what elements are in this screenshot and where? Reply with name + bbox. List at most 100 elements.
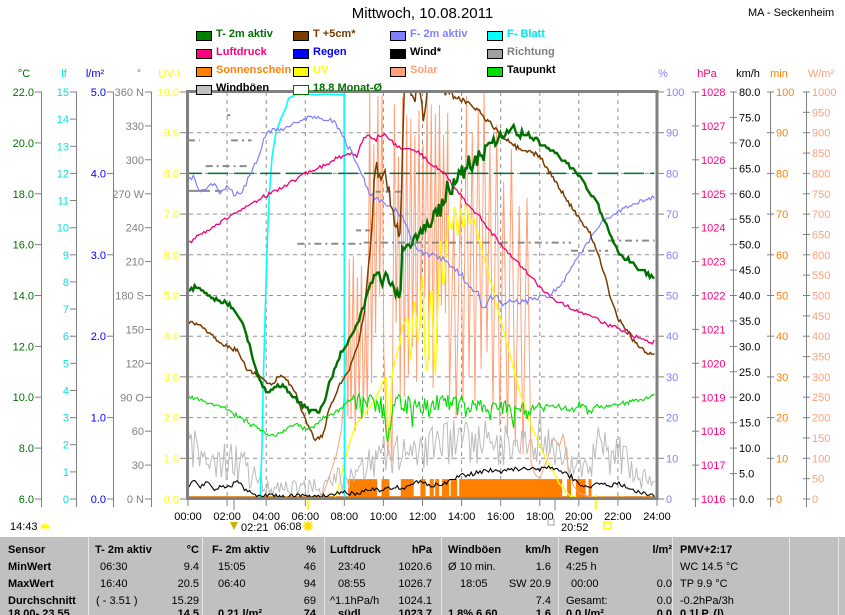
svg-text:UV-I: UV-I xyxy=(158,68,179,80)
svg-text:550: 550 xyxy=(812,270,830,282)
svg-text:10: 10 xyxy=(666,453,678,465)
svg-text:0: 0 xyxy=(63,494,69,506)
svg-text:300: 300 xyxy=(126,155,144,167)
svg-text:35.0: 35.0 xyxy=(739,316,760,328)
svg-text:hPa: hPa xyxy=(697,68,717,80)
svg-text:7.0: 7.0 xyxy=(164,209,179,221)
svg-text:%: % xyxy=(658,68,668,80)
svg-text:11: 11 xyxy=(58,196,69,208)
svg-text:30: 30 xyxy=(666,372,678,384)
svg-text:400: 400 xyxy=(812,331,830,343)
svg-text:14:00: 14:00 xyxy=(448,511,476,523)
svg-text:18.0: 18.0 xyxy=(13,189,34,201)
svg-text:1021: 1021 xyxy=(701,324,725,336)
svg-text:120: 120 xyxy=(126,358,144,370)
svg-text:1.0: 1.0 xyxy=(164,453,179,465)
svg-text:60: 60 xyxy=(776,250,788,262)
svg-text:1024: 1024 xyxy=(701,223,725,235)
svg-text:70: 70 xyxy=(666,209,678,221)
svg-text:350: 350 xyxy=(812,352,830,364)
svg-text:900: 900 xyxy=(812,128,830,140)
svg-text:1025: 1025 xyxy=(701,189,725,201)
svg-text:6.0: 6.0 xyxy=(19,494,34,506)
svg-text:12:00: 12:00 xyxy=(409,511,437,523)
svg-text:0: 0 xyxy=(666,494,672,506)
svg-text:90: 90 xyxy=(776,128,788,140)
svg-text:00:00: 00:00 xyxy=(174,511,202,523)
svg-text:14:43: 14:43 xyxy=(10,521,38,533)
svg-text:0.0: 0.0 xyxy=(164,494,179,506)
svg-text:20: 20 xyxy=(776,413,788,425)
svg-text:1018: 1018 xyxy=(701,426,725,438)
svg-text:02:00: 02:00 xyxy=(213,511,241,523)
svg-text:800: 800 xyxy=(812,168,830,180)
svg-text:14.0: 14.0 xyxy=(13,291,34,303)
svg-text:1020: 1020 xyxy=(701,358,725,370)
svg-text:30.0: 30.0 xyxy=(739,341,760,353)
svg-text:500: 500 xyxy=(812,291,830,303)
svg-text:15.0: 15.0 xyxy=(739,418,760,430)
svg-text:12: 12 xyxy=(57,168,69,180)
svg-text:80: 80 xyxy=(666,168,678,180)
svg-text:22:00: 22:00 xyxy=(604,511,632,523)
svg-text:25.0: 25.0 xyxy=(739,367,760,379)
svg-text:1017: 1017 xyxy=(701,460,725,472)
svg-text:8.0: 8.0 xyxy=(164,168,179,180)
svg-text:65.0: 65.0 xyxy=(739,163,760,175)
svg-text:lf: lf xyxy=(61,68,67,80)
svg-text:24:00: 24:00 xyxy=(643,511,671,523)
svg-text:150: 150 xyxy=(126,324,144,336)
svg-text:02:21: 02:21 xyxy=(241,522,269,534)
svg-text:60: 60 xyxy=(132,426,144,438)
svg-text:100: 100 xyxy=(812,453,830,465)
svg-text:600: 600 xyxy=(812,250,830,262)
svg-text:5.0: 5.0 xyxy=(91,87,106,99)
svg-text:330: 330 xyxy=(126,121,144,133)
svg-text:1: 1 xyxy=(63,467,69,479)
svg-text:°C: °C xyxy=(18,68,30,80)
svg-text:40: 40 xyxy=(666,331,678,343)
svg-text:5: 5 xyxy=(63,358,69,370)
svg-text:1027: 1027 xyxy=(701,121,725,133)
svg-text:45.0: 45.0 xyxy=(739,265,760,277)
svg-text:4.0: 4.0 xyxy=(164,331,179,343)
svg-text:30: 30 xyxy=(132,460,144,472)
svg-text:0.0: 0.0 xyxy=(739,494,754,506)
svg-text:0: 0 xyxy=(776,494,782,506)
svg-text:4.0: 4.0 xyxy=(91,168,106,180)
svg-text:°: ° xyxy=(137,68,141,80)
svg-text:750: 750 xyxy=(812,189,830,201)
svg-text:04:00: 04:00 xyxy=(252,511,280,523)
svg-text:6.0: 6.0 xyxy=(164,250,179,262)
svg-text:2.0: 2.0 xyxy=(164,413,179,425)
svg-text:22.0: 22.0 xyxy=(13,87,34,99)
svg-text:55.0: 55.0 xyxy=(739,214,760,226)
svg-text:300: 300 xyxy=(812,372,830,384)
svg-text:l/m²: l/m² xyxy=(86,68,105,80)
svg-text:0: 0 xyxy=(812,494,818,506)
svg-text:8: 8 xyxy=(63,277,69,289)
svg-text:60.0: 60.0 xyxy=(739,189,760,201)
svg-text:850: 850 xyxy=(812,148,830,160)
svg-text:650: 650 xyxy=(812,230,830,242)
svg-text:450: 450 xyxy=(812,311,830,323)
svg-text:10.0: 10.0 xyxy=(158,87,179,99)
svg-text:100: 100 xyxy=(776,87,794,99)
svg-text:50: 50 xyxy=(812,474,824,486)
svg-text:3.0: 3.0 xyxy=(164,372,179,384)
svg-text:90 O: 90 O xyxy=(120,392,144,404)
svg-text:13: 13 xyxy=(57,141,69,153)
svg-text:70.0: 70.0 xyxy=(739,138,760,150)
svg-text:9.0: 9.0 xyxy=(164,128,179,140)
svg-text:20.0: 20.0 xyxy=(739,392,760,404)
svg-text:2: 2 xyxy=(63,440,69,452)
svg-text:10.0: 10.0 xyxy=(13,392,34,404)
svg-text:min: min xyxy=(770,68,788,80)
svg-text:W/m²: W/m² xyxy=(808,68,835,80)
svg-text:06:00: 06:00 xyxy=(292,511,320,523)
svg-text:20.0: 20.0 xyxy=(13,138,34,150)
svg-text:5.0: 5.0 xyxy=(739,469,754,481)
svg-text:2.0: 2.0 xyxy=(91,331,106,343)
svg-text:10:00: 10:00 xyxy=(370,511,398,523)
svg-text:270 W: 270 W xyxy=(112,189,144,201)
